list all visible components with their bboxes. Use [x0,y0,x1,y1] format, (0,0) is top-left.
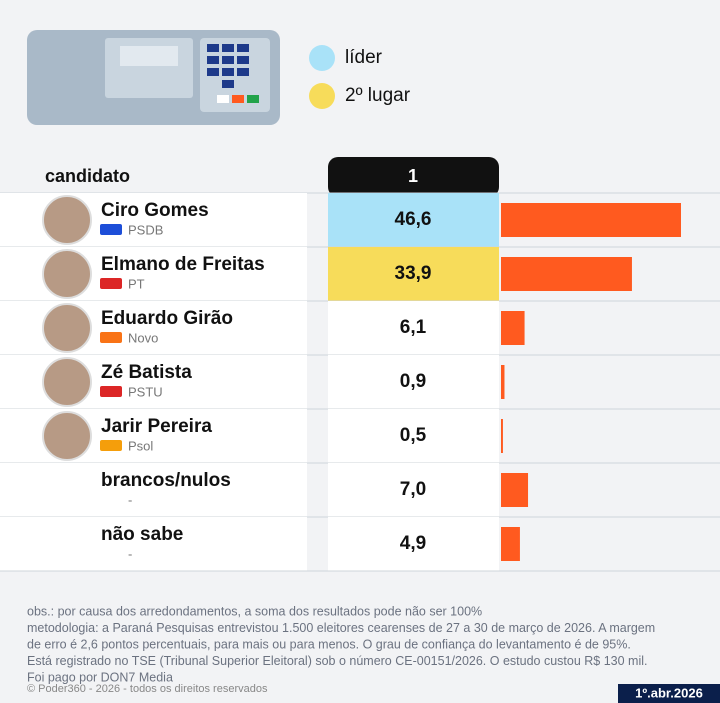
party: PT [128,276,145,291]
column-header: 1 [408,166,418,186]
value-cell [328,409,499,463]
note: de erro é 2,6 pontos percentuais, para m… [27,637,631,651]
note: Está registrado no TSE (Tribunal Superio… [27,654,647,668]
voting-machine-icon [27,30,280,125]
value-label: 6,1 [400,317,427,338]
bar [501,365,505,399]
row-bg [0,463,307,517]
candidate-photo [42,303,92,353]
value-cell [328,517,499,571]
value-cell [328,193,499,247]
bar [501,419,503,453]
bar [501,311,525,345]
copyright: © Poder360 - 2026 - todos os direitos re… [27,683,268,695]
candidate-photo [42,195,92,245]
bar [501,257,632,291]
value-label: 0,9 [400,371,426,392]
note: obs.: por causa dos arredondamentos, a s… [27,604,482,618]
party-logo [100,224,122,235]
row-header: candidato [45,166,130,186]
value-label: 0,5 [400,425,427,446]
party-logo [100,332,122,343]
party-logo [100,386,122,397]
party: PSTU [128,384,163,399]
party: - [128,492,132,507]
date-box [618,684,720,703]
candidate-photo [42,357,92,407]
legend-label: 2º lugar [345,85,411,106]
bar [501,203,681,237]
party-logo [100,278,122,289]
party: PSDB [128,222,163,237]
candidate-name: brancos/nulos [101,470,231,491]
party: Psol [128,438,153,453]
value-label: 33,9 [395,263,432,284]
value-cell [328,463,499,517]
date: 1º.abr.2026 [635,685,703,700]
legend-swatch [309,83,335,109]
value-cell [328,301,499,355]
candidate-name: Jarir Pereira [101,416,212,437]
party-logo [100,440,122,451]
candidate-name: Ciro Gomes [101,200,209,221]
value-label: 7,0 [400,479,426,500]
value-cell [328,247,499,301]
bar [501,473,529,507]
bar [501,527,520,561]
note: Foi pago por DON7 Media [27,670,173,684]
candidate-name: Zé Batista [101,362,192,383]
candidate-name: não sabe [101,524,183,545]
candidate-photo [42,249,92,299]
value-label: 4,9 [400,533,426,554]
legend-swatch [309,45,335,71]
candidate-name: Eduardo Girão [101,308,233,329]
party: Novo [128,330,158,345]
legend-label: líder [345,47,383,68]
candidate-name: Elmano de Freitas [101,254,265,275]
value-label: 46,6 [395,209,432,230]
value-cell [328,355,499,409]
column-header-bg [328,157,499,197]
candidate-photo [42,411,92,461]
note: metodologia: a Paraná Pesquisas entrevis… [27,621,655,635]
row-bg [0,517,307,571]
party: - [128,546,132,561]
